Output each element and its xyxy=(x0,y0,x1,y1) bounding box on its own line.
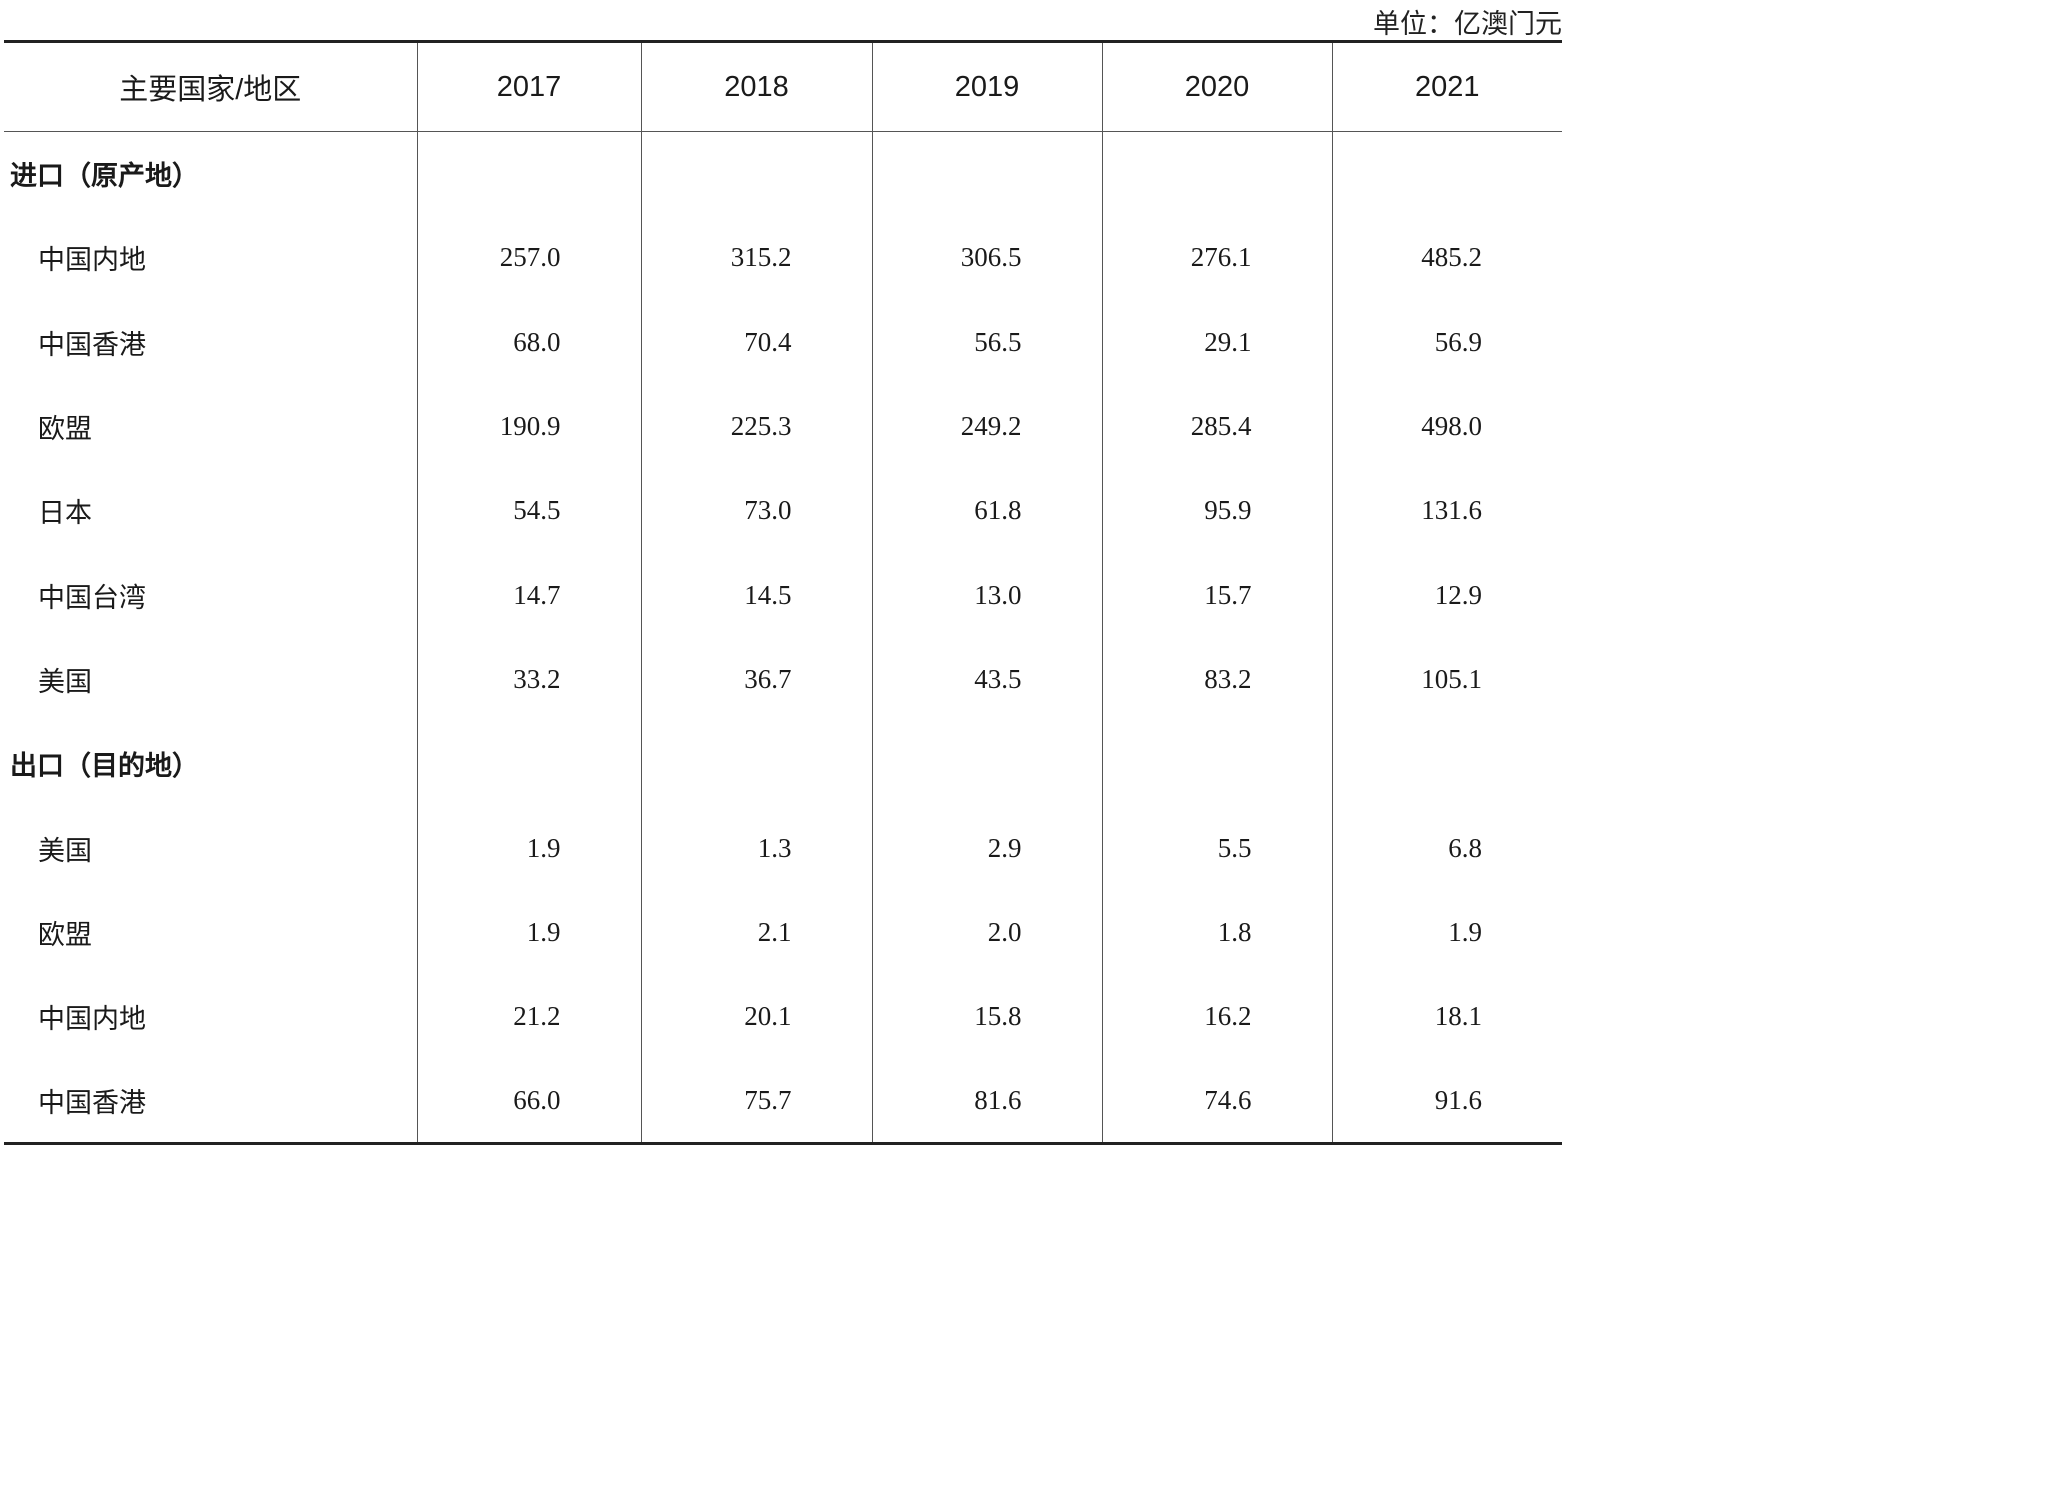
cell-value: 70.4 xyxy=(640,300,872,385)
cell-value: 1.3 xyxy=(640,805,872,891)
table-row: 中国内地 257.0 315.2 306.5 276.1 485.2 xyxy=(4,215,1562,301)
cell-value: 1.8 xyxy=(1101,890,1332,975)
header-year: 2017 xyxy=(416,41,641,132)
row-label: 中国香港 xyxy=(38,329,146,361)
section-label-exports: 出口（目的地） xyxy=(10,751,199,783)
cell-value: 81.6 xyxy=(871,1058,1102,1144)
row-label: 中国内地 xyxy=(38,1004,146,1036)
table-row: 欧盟 190.9 225.3 249.2 285.4 498.0 xyxy=(4,384,1562,469)
row-label: 日本 xyxy=(38,498,92,530)
table-row: 欧盟 1.9 2.1 2.0 1.8 1.9 xyxy=(4,890,1562,975)
cell-value: 225.3 xyxy=(640,384,872,469)
cell-value: 66.0 xyxy=(416,1058,641,1144)
unit-label: 单位：亿澳门元 xyxy=(1373,9,1562,40)
cell-value: 56.9 xyxy=(1331,300,1562,385)
cell-value: 14.5 xyxy=(640,552,872,638)
section-row: 进口（原产地） xyxy=(4,131,1562,216)
table-row: 日本 54.5 73.0 61.8 95.9 131.6 xyxy=(4,468,1562,553)
cell-value: 276.1 xyxy=(1101,215,1332,301)
cell-value: 1.9 xyxy=(416,890,641,975)
cell-value: 5.5 xyxy=(1101,805,1332,891)
cell-value: 74.6 xyxy=(1101,1058,1332,1144)
section-label-imports: 进口（原产地） xyxy=(10,161,199,193)
cell-value: 105.1 xyxy=(1331,637,1562,722)
cell-value: 33.2 xyxy=(416,637,641,722)
cell-value: 315.2 xyxy=(640,215,872,301)
cell-value: 16.2 xyxy=(1101,974,1332,1059)
cell-value: 257.0 xyxy=(416,215,641,301)
header-year: 2019 xyxy=(871,41,1102,132)
cell-value: 75.7 xyxy=(640,1058,872,1144)
cell-value: 95.9 xyxy=(1101,468,1332,553)
cell-value: 15.7 xyxy=(1101,552,1332,638)
cell-value: 15.8 xyxy=(871,974,1102,1059)
cell-value: 54.5 xyxy=(416,468,641,553)
cell-value: 2.1 xyxy=(640,890,872,975)
cell-value: 485.2 xyxy=(1331,215,1562,301)
cell-value: 6.8 xyxy=(1331,805,1562,891)
cell-value: 1.9 xyxy=(1331,890,1562,975)
header-year: 2021 xyxy=(1331,41,1562,132)
header-region: 主要国家/地区 xyxy=(4,41,417,132)
cell-value: 498.0 xyxy=(1331,384,1562,469)
row-label: 欧盟 xyxy=(38,414,92,446)
cell-value: 56.5 xyxy=(871,300,1102,385)
cell-value: 249.2 xyxy=(871,384,1102,469)
cell-value: 13.0 xyxy=(871,552,1102,638)
cell-value: 21.2 xyxy=(416,974,641,1059)
row-label: 中国香港 xyxy=(38,1087,146,1119)
table-row: 中国内地 21.2 20.1 15.8 16.2 18.1 xyxy=(4,974,1562,1059)
table-row: 美国 33.2 36.7 43.5 83.2 105.1 xyxy=(4,637,1562,722)
table-row: 美国 1.9 1.3 2.9 5.5 6.8 xyxy=(4,805,1562,891)
header-year: 2020 xyxy=(1101,41,1332,132)
table-row: 中国香港 66.0 75.7 81.6 74.6 91.6 xyxy=(4,1058,1562,1144)
cell-value: 2.9 xyxy=(871,805,1102,891)
row-label: 美国 xyxy=(38,666,92,698)
cell-value: 306.5 xyxy=(871,215,1102,301)
header-year: 2018 xyxy=(640,41,872,132)
row-label: 中国台湾 xyxy=(38,582,146,614)
cell-value: 43.5 xyxy=(871,637,1102,722)
cell-value: 190.9 xyxy=(416,384,641,469)
cell-value: 2.0 xyxy=(871,890,1102,975)
trade-table: 主要国家/地区 2017 2018 2019 2020 2021 进口（原产地）… xyxy=(4,40,1562,1145)
cell-value: 36.7 xyxy=(640,637,872,722)
cell-value: 61.8 xyxy=(871,468,1102,553)
cell-value: 83.2 xyxy=(1101,637,1332,722)
cell-value: 131.6 xyxy=(1331,468,1562,553)
cell-value: 29.1 xyxy=(1101,300,1332,385)
cell-value: 91.6 xyxy=(1331,1058,1562,1144)
row-label: 美国 xyxy=(38,835,92,867)
row-label: 欧盟 xyxy=(38,919,92,951)
table-row: 中国台湾 14.7 14.5 13.0 15.7 12.9 xyxy=(4,552,1562,638)
cell-value: 73.0 xyxy=(640,468,872,553)
cell-value: 68.0 xyxy=(416,300,641,385)
cell-value: 285.4 xyxy=(1101,384,1332,469)
cell-value: 18.1 xyxy=(1331,974,1562,1059)
cell-value: 14.7 xyxy=(416,552,641,638)
cell-value: 20.1 xyxy=(640,974,872,1059)
cell-value: 1.9 xyxy=(416,805,641,891)
section-row: 出口（目的地） xyxy=(4,721,1562,806)
table-body: 进口（原产地） 中国内地 257.0 315.2 306.5 276.1 485… xyxy=(4,131,1562,1144)
table-row: 中国香港 68.0 70.4 56.5 29.1 56.9 xyxy=(4,300,1562,385)
cell-value: 12.9 xyxy=(1331,552,1562,638)
table-header: 主要国家/地区 2017 2018 2019 2020 2021 xyxy=(4,41,1562,132)
row-label: 中国内地 xyxy=(38,245,146,277)
